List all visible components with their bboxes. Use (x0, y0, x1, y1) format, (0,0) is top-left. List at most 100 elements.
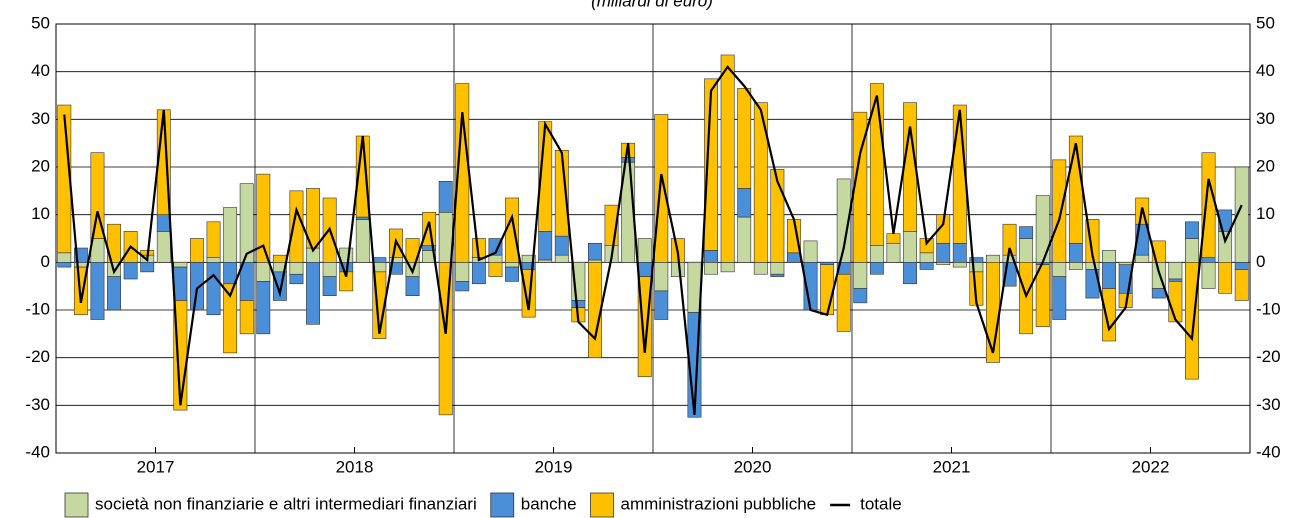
y2-tick-label: 0 (1256, 252, 1265, 271)
bar (438, 211, 453, 263)
y-tick-label: -10 (25, 299, 50, 318)
x-tick-label: 2020 (734, 457, 772, 476)
bar (239, 300, 254, 335)
y2-tick-label: 40 (1256, 61, 1275, 80)
bar (720, 54, 735, 263)
bar (1185, 221, 1199, 239)
y2-tick-label: 10 (1256, 204, 1275, 223)
bar (787, 252, 801, 263)
bar (869, 245, 884, 263)
bar (704, 262, 718, 275)
bar (289, 262, 304, 275)
bar (554, 254, 569, 263)
bar (1201, 257, 1216, 263)
bar (1201, 262, 1216, 289)
y-tick-label: 40 (31, 61, 50, 80)
bar (355, 219, 370, 263)
bar (173, 266, 188, 301)
bar (488, 262, 503, 277)
bar (919, 252, 934, 263)
bar (1002, 223, 1017, 256)
bar (1234, 269, 1249, 301)
bar (1052, 159, 1067, 263)
bar (654, 262, 669, 292)
bar (90, 152, 105, 239)
bar (670, 262, 685, 277)
bar (538, 231, 553, 261)
bar (770, 169, 785, 263)
bar (986, 254, 1000, 263)
bar (322, 276, 337, 296)
bar (1052, 262, 1067, 277)
bar (488, 238, 503, 256)
bar (1135, 254, 1150, 263)
bar (306, 262, 320, 325)
bar (90, 262, 105, 320)
bar (223, 207, 238, 263)
total-line (63, 65, 1243, 415)
bar (256, 281, 271, 335)
bar (206, 262, 221, 316)
bar (554, 235, 569, 256)
bar (1102, 288, 1116, 342)
bar (372, 257, 387, 263)
y2-tick-label: 50 (1256, 13, 1275, 32)
bar (1068, 242, 1083, 263)
bar (1168, 278, 1183, 282)
y-tick-label: 30 (31, 109, 50, 128)
bar (223, 283, 238, 354)
bar (820, 262, 835, 266)
bar (223, 262, 238, 285)
chart-subtitle: (miliardi di euro) (591, 0, 713, 10)
legend-swatch (590, 492, 614, 518)
bar (57, 252, 72, 263)
y-tick-label: 10 (31, 204, 50, 223)
bar (770, 262, 785, 275)
bar (1218, 262, 1233, 294)
bar (405, 276, 420, 296)
y2-tick-label: -20 (1256, 347, 1281, 366)
bar (919, 262, 934, 270)
y-tick-label: -30 (25, 395, 50, 414)
bar (637, 238, 652, 263)
bar (571, 300, 586, 308)
bar (455, 262, 470, 282)
bar (654, 114, 669, 263)
bar (720, 262, 735, 273)
legend-label: società non finanziarie e altri intermed… (95, 494, 477, 513)
bar (1019, 226, 1034, 239)
x-tick-label: 2018 (336, 457, 374, 476)
y-tick-label: -20 (25, 347, 50, 366)
y2-tick-label: -30 (1256, 395, 1281, 414)
bar (1085, 262, 1100, 270)
y2-tick-label: 30 (1256, 109, 1275, 128)
x-tick-label: 2021 (933, 457, 971, 476)
bar (1102, 250, 1116, 263)
bar (289, 273, 304, 285)
bar (1185, 238, 1199, 263)
bar (936, 242, 951, 263)
bar (936, 214, 951, 244)
bar (1218, 231, 1233, 263)
bar (57, 262, 72, 268)
bar (107, 276, 121, 311)
bar (438, 181, 453, 213)
bar (770, 273, 785, 277)
bar (820, 264, 835, 316)
bar (156, 214, 171, 232)
bar (173, 262, 188, 268)
y2-tick-label: -40 (1256, 442, 1281, 461)
bar (1068, 135, 1083, 244)
legend-swatch (490, 492, 515, 518)
bar (1234, 262, 1249, 270)
y-tick-label: 50 (31, 13, 50, 32)
bar (803, 240, 818, 263)
bar (272, 254, 287, 263)
bar (886, 233, 901, 244)
bar (853, 288, 868, 304)
bar (289, 190, 304, 263)
bar (488, 254, 503, 263)
bar (588, 262, 602, 358)
bar (969, 257, 984, 263)
